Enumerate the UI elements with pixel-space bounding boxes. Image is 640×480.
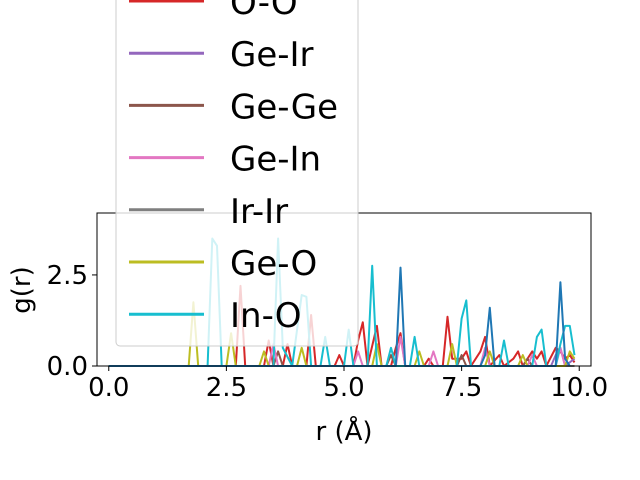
legend-label: Ge-Ir xyxy=(230,35,314,75)
legend-box xyxy=(115,0,359,347)
legend-label: O-O xyxy=(230,0,298,23)
y-tick-label: 2.5 xyxy=(47,261,88,291)
legend-label: Ir-Ir xyxy=(230,192,288,232)
legend-label: Ge-O xyxy=(230,244,317,284)
y-axis-label: g(r) xyxy=(7,266,37,313)
x-tick-label: 5.0 xyxy=(323,373,364,403)
x-tick-label: 0.0 xyxy=(88,373,129,403)
x-tick-label: 7.5 xyxy=(441,373,482,403)
legend-label: In-O xyxy=(230,296,302,336)
x-axis-label: r (Å) xyxy=(315,415,372,447)
x-tick-label: 10.0 xyxy=(550,373,608,403)
y-tick-label: 0.0 xyxy=(47,352,88,382)
legend-label: Ge-Ge xyxy=(230,87,338,127)
legend-label: Ge-In xyxy=(230,140,321,180)
ticks-layer: 0.0 2.5 5.0 7.5 10.0 0.0 2.5 xyxy=(47,261,609,403)
series-line-unlabeled-7 xyxy=(108,266,571,367)
legend: O-O Ge-Ir Ge-Ge Ge-In Ir-Ir Ge-O In-O xyxy=(115,0,359,347)
x-tick-label: 2.5 xyxy=(206,373,247,403)
series-line-ge-ir xyxy=(108,346,576,367)
